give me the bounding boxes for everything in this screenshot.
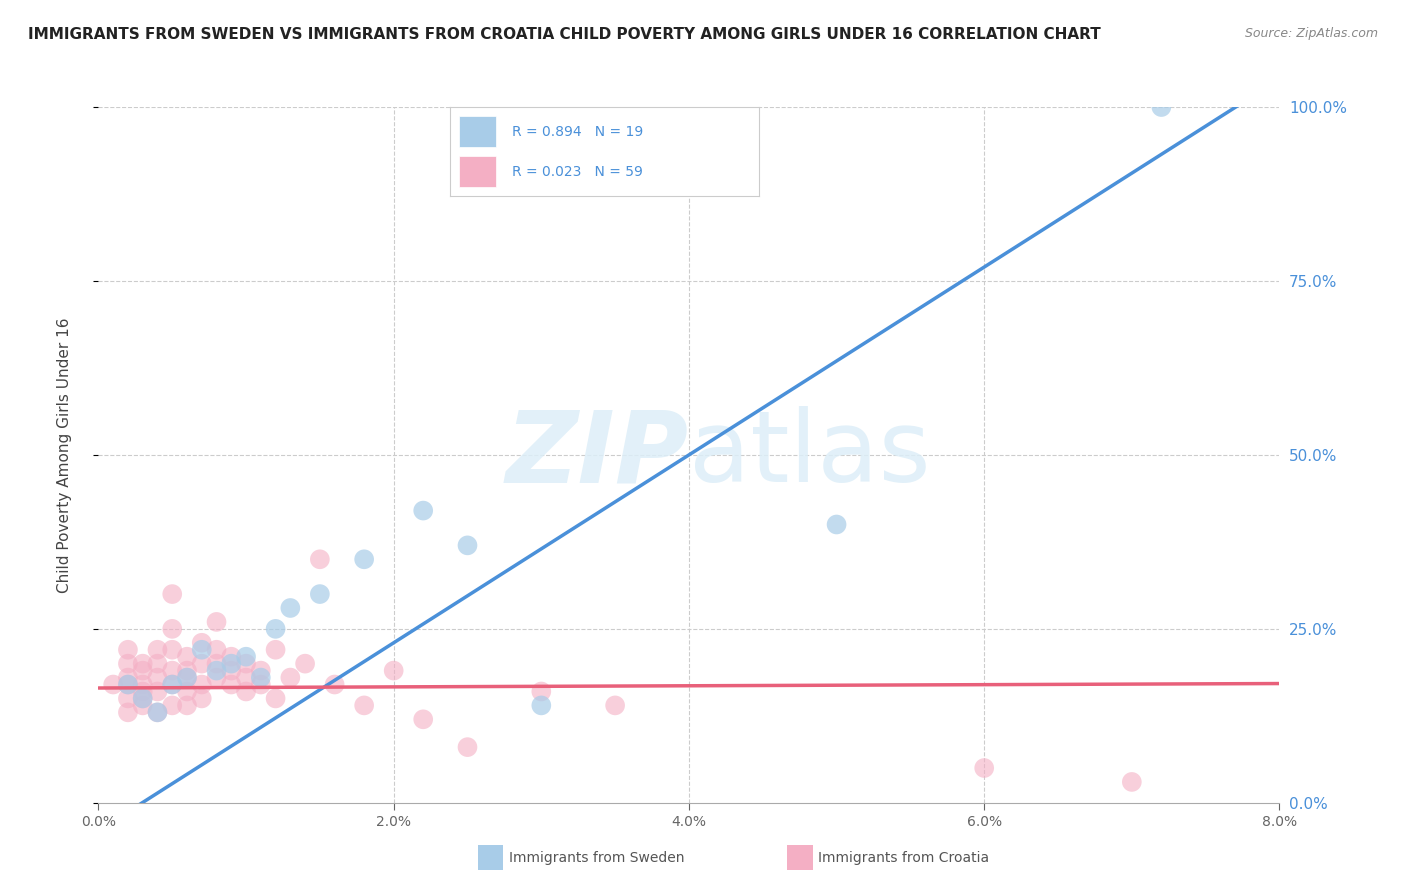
Point — [308, 552, 332, 566]
Point — [219, 677, 242, 691]
Point — [146, 657, 169, 671]
Bar — [460, 156, 496, 187]
Point — [278, 601, 302, 615]
Point — [456, 740, 478, 755]
Point — [146, 706, 169, 720]
Point — [132, 657, 155, 671]
Point — [235, 671, 257, 685]
Point — [264, 622, 287, 636]
Y-axis label: Child Poverty Among Girls Under 16: Child Poverty Among Girls Under 16 — [58, 318, 72, 592]
Point — [132, 677, 155, 691]
Point — [825, 517, 848, 532]
Point — [191, 636, 214, 650]
Point — [132, 691, 155, 706]
Point — [353, 552, 375, 566]
Point — [103, 677, 125, 691]
Point — [162, 664, 183, 678]
Point — [176, 649, 198, 664]
Point — [205, 664, 228, 678]
Point — [132, 664, 155, 678]
Point — [530, 698, 553, 713]
Point — [456, 538, 478, 552]
Text: R = 0.023   N = 59: R = 0.023 N = 59 — [512, 165, 643, 178]
Point — [1121, 775, 1143, 789]
Text: Immigrants from Croatia: Immigrants from Croatia — [818, 851, 990, 865]
Point — [117, 657, 139, 671]
Point — [162, 677, 183, 691]
Point — [191, 691, 214, 706]
Text: Source: ZipAtlas.com: Source: ZipAtlas.com — [1244, 27, 1378, 40]
Point — [162, 622, 183, 636]
Point — [162, 698, 183, 713]
Point — [117, 677, 139, 691]
Point — [146, 684, 169, 698]
Point — [191, 677, 214, 691]
Point — [146, 642, 169, 657]
Point — [176, 684, 198, 698]
Bar — [460, 116, 496, 147]
Point — [191, 642, 214, 657]
Point — [132, 691, 155, 706]
Point — [250, 677, 273, 691]
Text: Immigrants from Sweden: Immigrants from Sweden — [509, 851, 685, 865]
Point — [353, 698, 375, 713]
Point — [235, 657, 257, 671]
Point — [176, 698, 198, 713]
Point — [219, 664, 242, 678]
Point — [412, 712, 434, 726]
Point — [1150, 100, 1173, 114]
Point — [250, 664, 273, 678]
Point — [973, 761, 995, 775]
Point — [235, 684, 257, 698]
Point — [294, 657, 316, 671]
Point — [264, 691, 287, 706]
Point — [530, 684, 553, 698]
Point — [205, 615, 228, 629]
Point — [162, 677, 183, 691]
Point — [264, 642, 287, 657]
Point — [146, 706, 169, 720]
Point — [191, 657, 214, 671]
Point — [146, 671, 169, 685]
Text: R = 0.894   N = 19: R = 0.894 N = 19 — [512, 125, 643, 138]
Point — [412, 503, 434, 517]
Point — [117, 677, 139, 691]
Point — [117, 706, 139, 720]
Point — [176, 671, 198, 685]
Point — [605, 698, 627, 713]
Point — [250, 671, 273, 685]
Text: ZIP: ZIP — [506, 407, 689, 503]
Point — [132, 698, 155, 713]
Point — [162, 587, 183, 601]
Point — [382, 664, 405, 678]
Text: atlas: atlas — [689, 407, 931, 503]
Point — [117, 671, 139, 685]
Point — [117, 691, 139, 706]
Text: IMMIGRANTS FROM SWEDEN VS IMMIGRANTS FROM CROATIA CHILD POVERTY AMONG GIRLS UNDE: IMMIGRANTS FROM SWEDEN VS IMMIGRANTS FRO… — [28, 27, 1101, 42]
Point — [176, 671, 198, 685]
Point — [219, 657, 242, 671]
Point — [132, 684, 155, 698]
Point — [278, 671, 302, 685]
Point — [205, 671, 228, 685]
Point — [235, 649, 257, 664]
Point — [117, 642, 139, 657]
Point — [205, 657, 228, 671]
Point — [162, 642, 183, 657]
Point — [176, 664, 198, 678]
Point — [205, 642, 228, 657]
Point — [323, 677, 346, 691]
Point — [219, 649, 242, 664]
Point — [308, 587, 332, 601]
